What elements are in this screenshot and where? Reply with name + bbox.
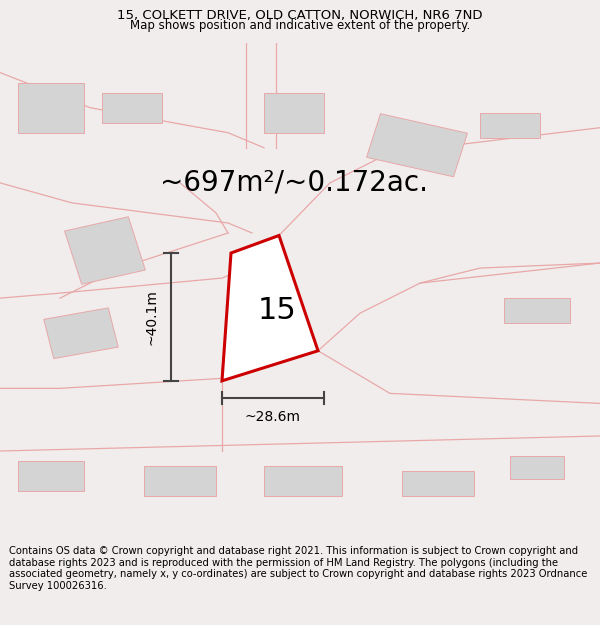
Polygon shape	[102, 92, 162, 123]
Text: 15, COLKETT DRIVE, OLD CATTON, NORWICH, NR6 7ND: 15, COLKETT DRIVE, OLD CATTON, NORWICH, …	[117, 9, 483, 21]
Polygon shape	[18, 461, 84, 491]
Polygon shape	[18, 82, 84, 132]
Polygon shape	[402, 471, 474, 496]
Text: ~697m²/~0.172ac.: ~697m²/~0.172ac.	[160, 169, 428, 197]
Polygon shape	[480, 112, 540, 138]
Polygon shape	[504, 298, 570, 323]
Text: ~28.6m: ~28.6m	[245, 411, 301, 424]
Text: 15: 15	[258, 296, 297, 324]
Polygon shape	[264, 92, 324, 132]
Polygon shape	[44, 308, 118, 359]
Polygon shape	[144, 466, 216, 496]
Polygon shape	[65, 217, 145, 284]
Polygon shape	[228, 298, 276, 328]
Polygon shape	[264, 466, 342, 496]
Text: Contains OS data © Crown copyright and database right 2021. This information is : Contains OS data © Crown copyright and d…	[9, 546, 587, 591]
Text: Map shows position and indicative extent of the property.: Map shows position and indicative extent…	[130, 19, 470, 32]
Polygon shape	[222, 236, 318, 381]
Text: ~40.1m: ~40.1m	[145, 289, 159, 345]
Polygon shape	[367, 114, 467, 177]
Polygon shape	[510, 456, 564, 479]
